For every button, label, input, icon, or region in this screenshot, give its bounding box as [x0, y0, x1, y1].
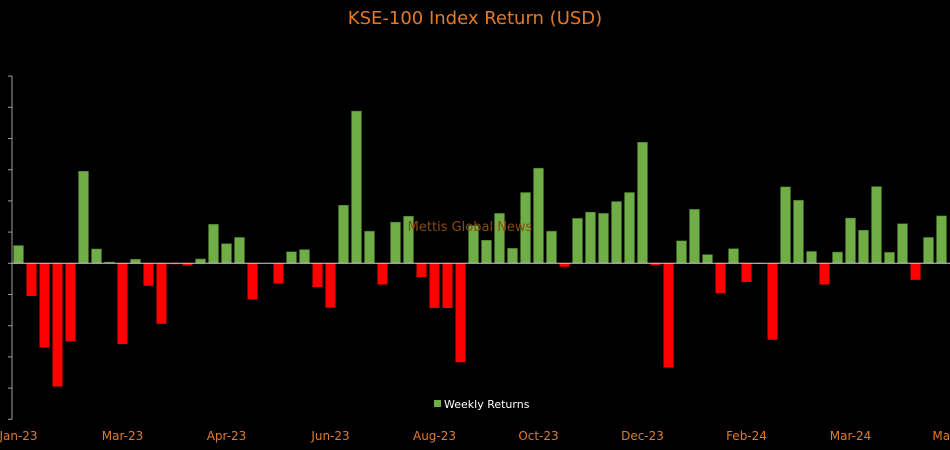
bar [143, 263, 154, 286]
x-tick-label: Aug-23 [413, 429, 456, 443]
bar [715, 263, 726, 294]
bar [182, 263, 193, 266]
x-tick-label: Oct-23 [518, 429, 558, 443]
bar [390, 221, 401, 264]
bar [611, 201, 622, 264]
bar [650, 263, 661, 266]
bar [65, 263, 76, 342]
bar [624, 192, 635, 264]
bar [78, 171, 89, 264]
bar [806, 251, 817, 264]
bar [325, 263, 336, 308]
bars-group [13, 110, 947, 387]
bar [533, 167, 544, 264]
bar [299, 249, 310, 264]
bar [130, 258, 141, 264]
bar [429, 263, 440, 308]
bar [832, 251, 843, 264]
bar [923, 237, 934, 264]
bar [416, 263, 427, 278]
bar [897, 223, 908, 264]
bar [117, 263, 128, 345]
y-axis [8, 75, 13, 420]
legend-label: Weekly Returns [444, 398, 530, 411]
x-tick-label: Jan-23 [0, 429, 38, 443]
bar [273, 263, 284, 284]
bar [247, 263, 258, 300]
bar [208, 224, 219, 264]
x-tick-label: Mar-23 [102, 429, 143, 443]
x-tick-label: May-24 [932, 429, 950, 443]
bar [702, 254, 713, 264]
bar [351, 110, 362, 264]
bar [507, 248, 518, 264]
bar [637, 141, 648, 264]
x-tick-label: Feb-24 [726, 429, 767, 443]
bar [221, 243, 232, 264]
bar [91, 248, 102, 264]
bar [728, 248, 739, 264]
bar [286, 251, 297, 264]
bar [767, 263, 778, 340]
bar [546, 230, 557, 264]
bar [858, 229, 869, 264]
bar [559, 263, 570, 267]
x-tick-label: Dec-23 [621, 429, 664, 443]
bar [676, 240, 687, 264]
bar [377, 263, 388, 285]
bar [572, 218, 583, 264]
bar [26, 263, 37, 297]
bar [689, 209, 700, 264]
bar [481, 239, 492, 264]
bar [936, 215, 947, 264]
x-tick-label: Apr-23 [207, 429, 247, 443]
legend: Weekly Returns [434, 398, 530, 411]
bar [871, 186, 882, 264]
bar [845, 217, 856, 264]
bar [13, 245, 24, 264]
bar [52, 263, 63, 387]
bar [741, 263, 752, 283]
bar [819, 263, 830, 285]
x-tick-label: Mar-24 [830, 429, 871, 443]
x-axis-labels: Jan-23 Mar-23 Apr-23 Jun-23 Aug-23 Oct-23 Dec-… [0, 429, 950, 443]
bar [156, 263, 167, 324]
bar [442, 263, 453, 308]
bar [39, 263, 50, 348]
chart-title: KSE-100 Index Return (USD) [347, 8, 603, 29]
x-tick-label: Jun-23 [310, 429, 349, 443]
bar [663, 263, 674, 368]
legend-swatch [434, 400, 441, 407]
bar [910, 263, 921, 280]
bar [780, 186, 791, 264]
bar [338, 205, 349, 264]
bar [455, 263, 466, 363]
bar [312, 263, 323, 288]
bar [585, 211, 596, 264]
bar [793, 200, 804, 264]
bar [195, 258, 206, 264]
bar [234, 237, 245, 264]
bar [884, 252, 895, 264]
watermark: Mettis Global News [408, 220, 533, 235]
bar [364, 230, 375, 264]
bar [598, 213, 609, 264]
